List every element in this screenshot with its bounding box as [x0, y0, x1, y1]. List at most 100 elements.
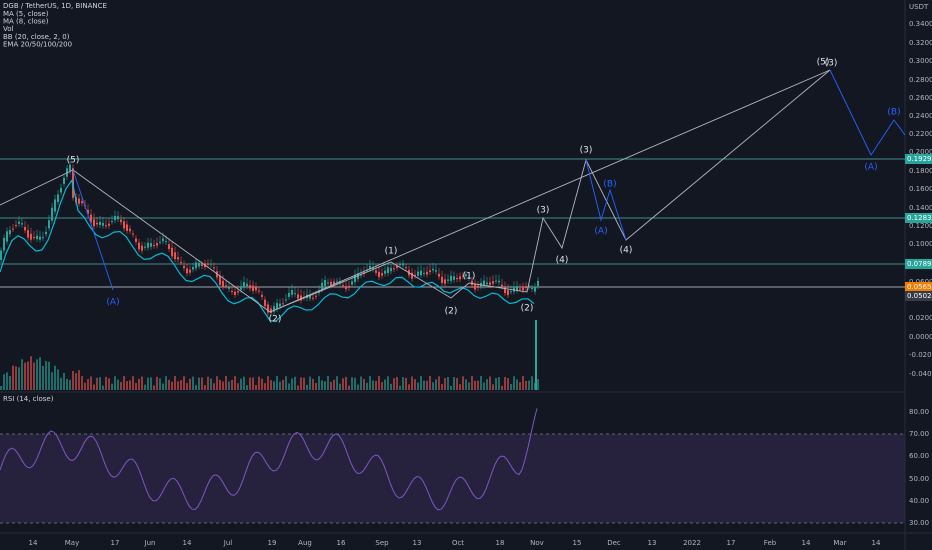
wave-line	[829, 69, 906, 156]
volume-bar	[510, 383, 512, 390]
candle-body	[474, 283, 476, 290]
volume-bar	[261, 378, 263, 390]
volume-bar	[93, 384, 95, 390]
volume-bar	[171, 381, 173, 390]
candle-body	[87, 209, 89, 214]
candle-body	[348, 285, 350, 288]
volume-bar	[9, 375, 11, 390]
volume-bar	[432, 382, 434, 390]
volume-bar	[195, 384, 197, 390]
volume-bar	[135, 382, 137, 390]
candle-body	[135, 238, 137, 242]
volume-bar	[141, 376, 143, 390]
volume-bar	[318, 376, 320, 390]
candle-body	[162, 238, 164, 242]
volume-bar	[210, 378, 212, 390]
candle-body	[504, 287, 506, 294]
candle-body	[492, 281, 494, 284]
volume-bar	[144, 384, 146, 390]
volume-bar	[90, 376, 92, 390]
candle-body	[81, 201, 83, 204]
candle-body	[531, 288, 533, 290]
volume-bar	[369, 376, 371, 390]
volume-bar	[84, 382, 86, 390]
volume-bar	[0, 386, 2, 390]
volume-bar	[183, 376, 185, 390]
price-marker-label: 0.05654	[907, 283, 932, 291]
candle-body	[468, 277, 470, 279]
volume-bar	[78, 370, 80, 390]
candle-body	[252, 285, 254, 291]
candle-body	[156, 243, 158, 246]
volume-bar	[477, 380, 479, 390]
candle-body	[486, 282, 488, 285]
volume-bar	[51, 372, 53, 390]
volume-bar	[39, 357, 41, 390]
candle-body	[435, 270, 437, 272]
volume-bar	[12, 365, 14, 390]
volume-bar	[492, 384, 494, 390]
volume-bar	[192, 376, 194, 390]
candle-body	[390, 267, 392, 272]
candle-body	[432, 268, 434, 271]
candle-body	[423, 273, 425, 275]
volume-bar	[501, 385, 503, 390]
volume-bar	[531, 376, 533, 390]
wave-line	[269, 69, 831, 313]
volume-bar	[69, 379, 71, 390]
volume-bar	[462, 376, 464, 390]
candle-body	[345, 285, 347, 290]
time-label: 15	[573, 539, 582, 547]
volume-bar	[258, 376, 260, 390]
candle-body	[201, 264, 203, 267]
candle-body	[267, 304, 269, 313]
volume-bar	[228, 381, 230, 390]
time-label: Mar	[833, 539, 846, 547]
candle-body	[336, 281, 338, 283]
volume-bar	[255, 384, 257, 390]
candle-body	[450, 275, 452, 281]
candle-body	[243, 282, 245, 288]
time-label: Dec	[607, 539, 621, 547]
candle-body	[456, 277, 458, 280]
price-marker	[905, 282, 932, 292]
volume-bar	[483, 382, 485, 390]
candle-body	[111, 220, 113, 222]
candle-body	[195, 262, 197, 269]
candle-body	[33, 237, 35, 239]
volume-bar	[132, 376, 134, 390]
candle-body	[69, 164, 71, 172]
volume-bar	[429, 376, 431, 390]
volume-bar	[240, 378, 242, 390]
rsi-title: RSI (14, close)	[3, 395, 54, 403]
volume-bar	[513, 376, 515, 390]
candle-body	[207, 263, 209, 265]
price-marker-label: 0.19299	[907, 155, 932, 163]
candle-body	[132, 233, 134, 235]
volume-bar	[54, 365, 56, 390]
candle-body	[258, 290, 260, 292]
symbol: DGB / TetherUS, 1D, BINANCE	[3, 2, 107, 10]
price-marker-label: 0.07898	[907, 260, 932, 268]
volume-bar	[444, 378, 446, 390]
volume-bar	[222, 381, 224, 390]
candle-body	[249, 285, 251, 289]
time-label: Aug	[298, 539, 312, 547]
drawings	[0, 69, 906, 524]
rsi-tick-label: 40.00	[909, 497, 929, 505]
volume-bar	[27, 361, 29, 390]
candle-body	[117, 216, 119, 220]
candle-body	[417, 271, 419, 276]
volume-bar	[366, 382, 368, 390]
candle-body	[420, 270, 422, 276]
candle-body	[426, 271, 428, 275]
volume-bar	[471, 376, 473, 390]
volume-bar	[60, 377, 62, 390]
candle-body	[114, 215, 116, 221]
volume-bar	[363, 378, 365, 390]
